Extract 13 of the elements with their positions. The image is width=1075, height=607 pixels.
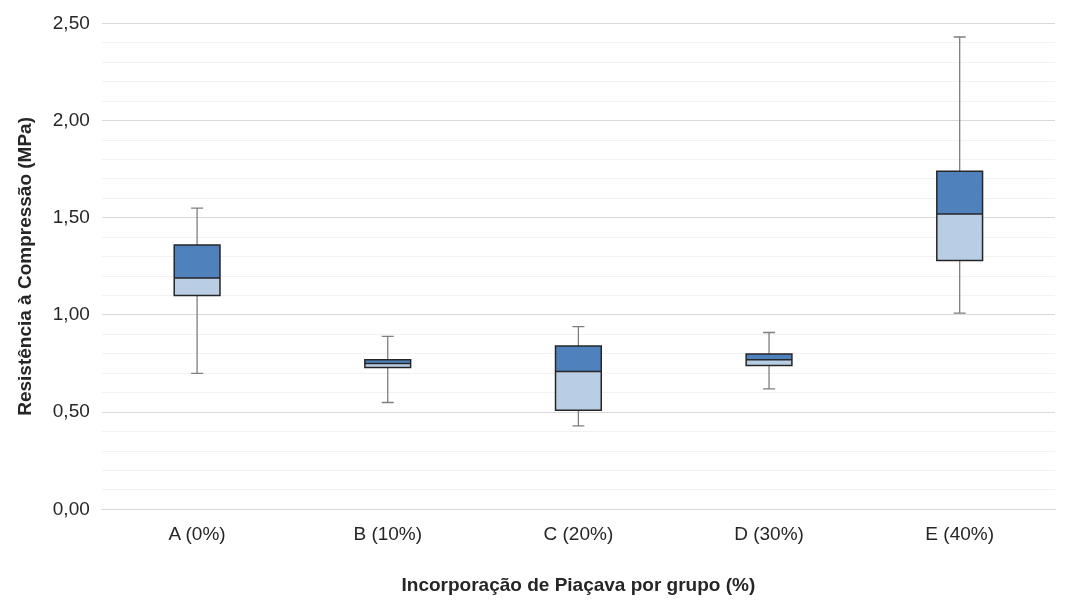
x-tick-label: B (10%)	[353, 523, 423, 545]
x-axis-title: Incorporação de Piaçava por grupo (%)	[401, 573, 756, 595]
y-tick-label: 2,50	[52, 11, 90, 33]
y-tick-label: 1,50	[52, 206, 90, 228]
x-tick-label: D (30%)	[734, 523, 804, 545]
x-tick-label: A (0%)	[168, 523, 226, 545]
y-tick-label: 2,00	[52, 108, 90, 130]
y-tick-label: 0,00	[52, 497, 90, 519]
y-tick-label: 1,00	[52, 303, 90, 325]
x-tick-label: E (40%)	[925, 523, 994, 545]
y-tick-label: 0,50	[52, 400, 90, 422]
y-axis-title: Resistência à Compressão (MPa)	[13, 116, 35, 416]
x-tick-label: C (20%)	[543, 523, 614, 545]
